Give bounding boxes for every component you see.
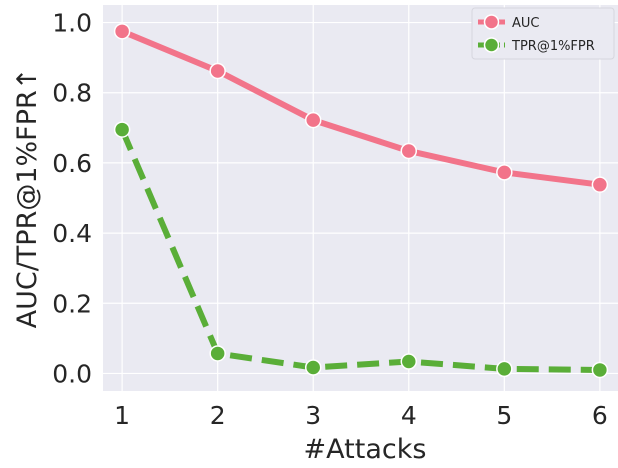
x-tick-label: 3 (305, 401, 321, 430)
auc-data-point (209, 62, 226, 80)
x-tick-label: 4 (401, 401, 417, 430)
plot-background (103, 5, 618, 391)
tpr-data-point (496, 360, 513, 378)
legend-auc-label: AUC (512, 16, 540, 31)
tpr-data-point (209, 345, 226, 362)
auc-data-point (304, 111, 322, 129)
y-axis-ticks: 0.0 0.2 0.4 0.6 0.8 1.0 (52, 9, 92, 389)
legend-box (471, 7, 615, 60)
legend-tpr-label: TPR@1%FPR (511, 39, 595, 54)
legend-auc-marker (483, 14, 500, 30)
y-tick-label: 0.0 (52, 359, 92, 388)
y-tick-label: 0.8 (52, 79, 92, 108)
tpr-series-line (119, 128, 600, 373)
x-tick-label: 2 (210, 401, 226, 430)
x-tick-label: 1 (114, 401, 130, 430)
y-tick-label: 0.6 (52, 149, 92, 178)
x-tick-label: 5 (496, 401, 512, 430)
auc-data-point (113, 23, 131, 40)
y-tick-label: 1.0 (52, 9, 92, 38)
auc-data-point (591, 176, 609, 193)
y-tick-label: 0.4 (52, 219, 92, 248)
series-layer (113, 23, 609, 379)
x-axis-label: #Attacks (304, 434, 427, 465)
auc-data-point (400, 142, 418, 160)
tpr-data-point (400, 353, 418, 370)
y-axis-label: AUC/TPR@1%FPR↑ (12, 68, 43, 329)
y-tick-label: 0.2 (52, 289, 92, 318)
grid-lines (103, 5, 618, 391)
x-tick-label: 6 (592, 401, 608, 430)
tpr-data-point (113, 121, 131, 138)
tpr-data-point (591, 361, 609, 379)
auc-series-line (120, 28, 601, 188)
auc-data-point (496, 164, 513, 181)
legend: AUC TPR@1%FPR (471, 7, 615, 60)
tpr-data-point (304, 359, 322, 376)
x-axis-ticks: 1 2 3 4 5 6 (114, 401, 608, 430)
legend-tpr-marker (483, 37, 500, 53)
